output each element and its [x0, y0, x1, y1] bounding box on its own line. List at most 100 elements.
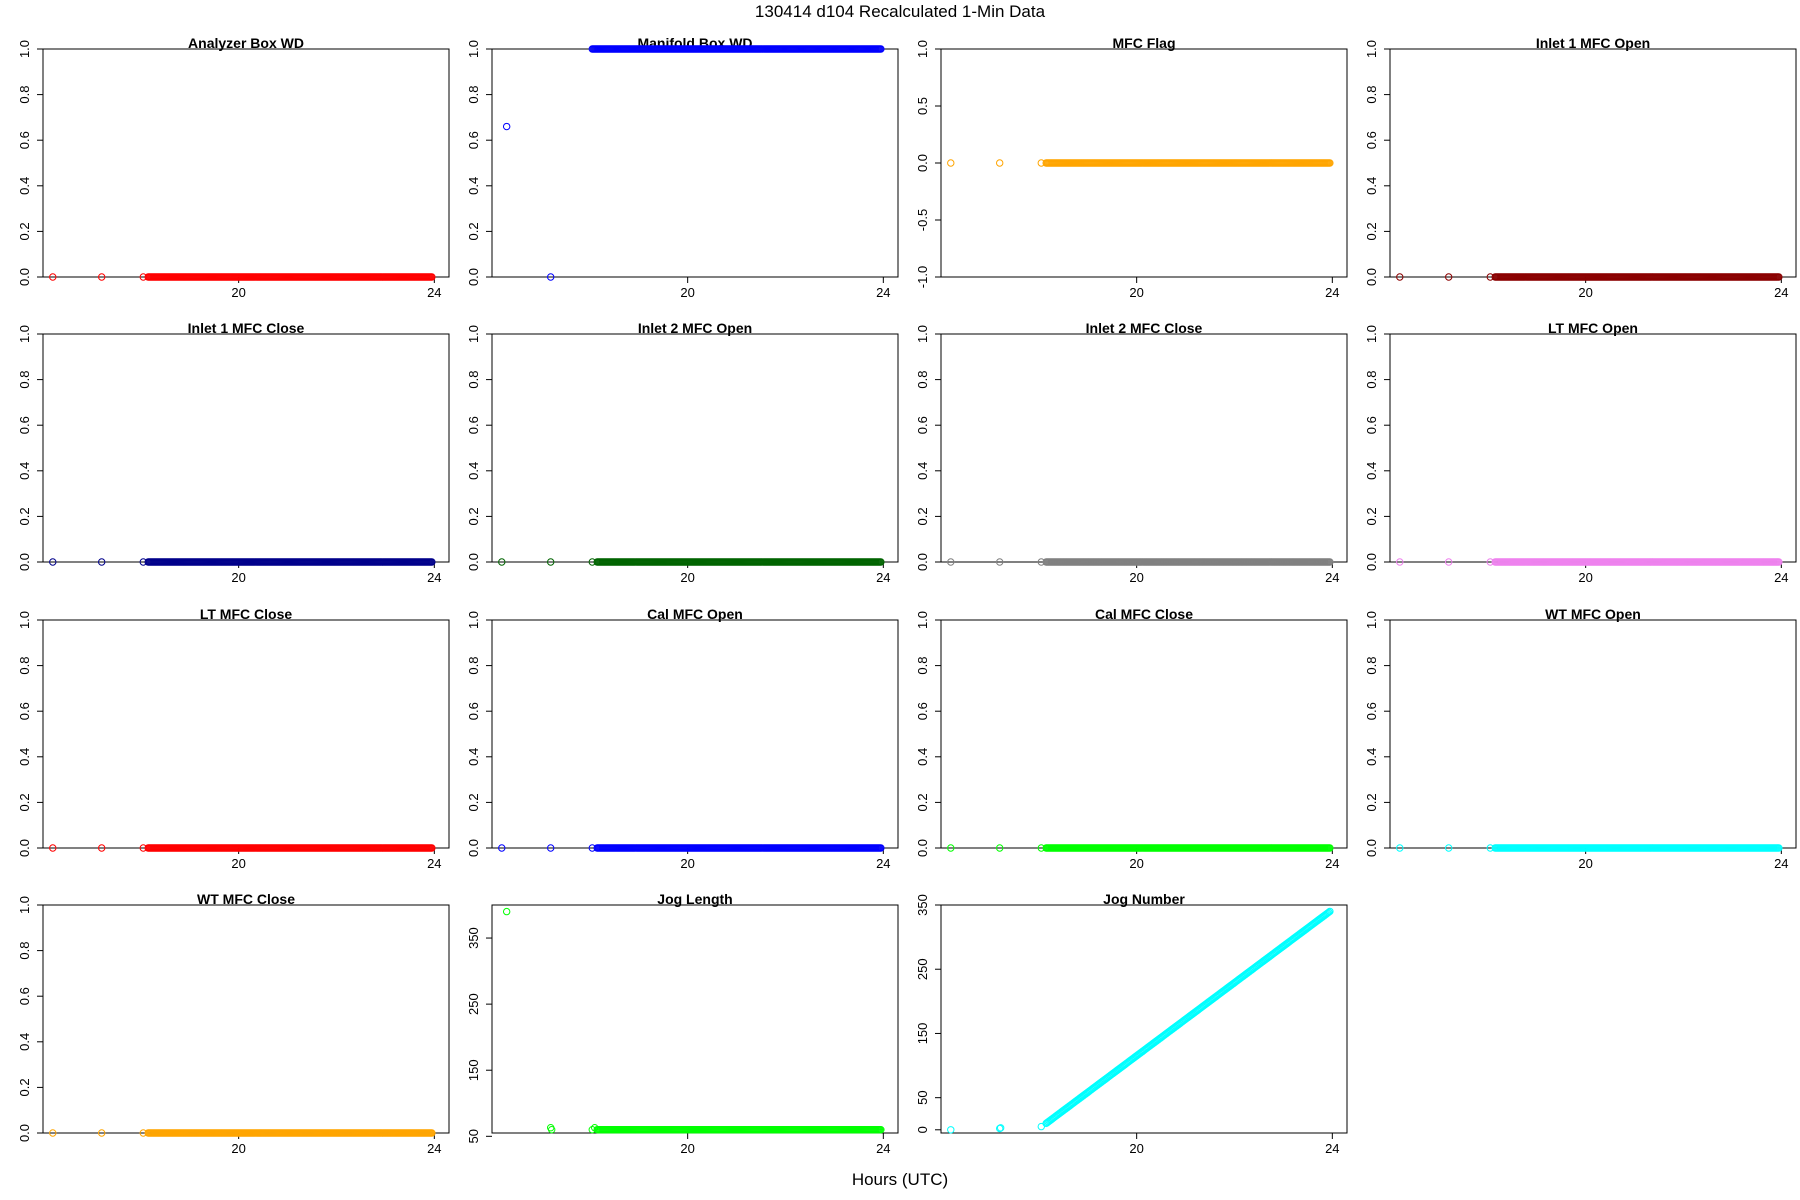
- x-tick-label: 20: [1129, 856, 1143, 871]
- y-tick-label: 1.0: [466, 40, 481, 58]
- panel-title: Inlet 2 MFC Open: [638, 320, 752, 336]
- plot-frame: [1389, 48, 1797, 278]
- y-tick-label: 1.0: [915, 325, 930, 343]
- data-point: [502, 122, 511, 131]
- data-point: [546, 844, 555, 852]
- panel-title: Inlet 1 MFC Open: [1536, 35, 1650, 51]
- data-point: [97, 558, 106, 566]
- panel-title: Jog Length: [657, 891, 732, 907]
- y-tick-label: 50: [466, 1129, 481, 1143]
- y-tick-label: 250: [466, 993, 481, 1015]
- x-tick-label: 20: [680, 285, 694, 300]
- y-tick-label: 1.0: [17, 896, 32, 914]
- panel-jog-number: Jog Number 0 50 150 250 350 20 24: [915, 891, 1348, 1156]
- y-tick-label: -1.0: [915, 266, 930, 288]
- data-point: [947, 159, 955, 167]
- y-tick-label: 0.4: [1364, 177, 1379, 195]
- y-tick-label: 0.0: [17, 268, 32, 286]
- data-point: [428, 558, 436, 566]
- y-tick-label: 0.4: [17, 462, 32, 480]
- y-tick-label: 1.0: [466, 325, 481, 343]
- plot-frame: [491, 619, 899, 849]
- data-point: [547, 1125, 556, 1134]
- data-point: [877, 558, 885, 566]
- data-point: [1444, 273, 1453, 281]
- panel-cal-mfc-open: Cal MFC Open 0.0 0.2 0.4 0.6 0.8 1.0 20 24: [466, 606, 899, 871]
- y-tick-label: 0.6: [466, 416, 481, 434]
- data-point: [49, 558, 57, 566]
- y-tick-label: 0.0: [915, 553, 930, 571]
- y-tick-label: 250: [915, 958, 930, 980]
- y-tick-label: 0.0: [915, 839, 930, 857]
- data-point: [1396, 273, 1404, 281]
- y-tick-label: 0.8: [17, 942, 32, 960]
- plot-frame: [940, 904, 1348, 1134]
- plot-frame: [1389, 333, 1797, 563]
- panel-title: WT MFC Open: [1545, 606, 1641, 622]
- y-tick-label: 0.2: [1364, 222, 1379, 240]
- y-tick-label: 0.8: [17, 371, 32, 389]
- y-tick-label: 0.4: [17, 748, 32, 766]
- y-tick-label: 0.2: [466, 793, 481, 811]
- y-tick-label: 0.0: [17, 839, 32, 857]
- panel-jog-length: Jog Length 50 150 250 350 20 24: [466, 891, 899, 1156]
- data-point: [546, 558, 555, 566]
- panel-wt-mfc-close: WT MFC Close 0.0 0.2 0.4 0.6 0.8 1.0 20 24: [17, 891, 450, 1156]
- data-point: [1775, 273, 1783, 281]
- y-tick-label: 0.2: [17, 507, 32, 525]
- panel-cal-mfc-close: Cal MFC Close 0.0 0.2 0.4 0.6 0.8 1.0 20 24: [915, 606, 1348, 871]
- plot-frame: [491, 333, 899, 563]
- x-tick-label: 24: [1774, 285, 1788, 300]
- x-tick-label: 24: [1325, 570, 1339, 585]
- plot-frame: [42, 619, 450, 849]
- data-point: [1396, 558, 1404, 566]
- panel-title: MFC Flag: [1113, 35, 1176, 51]
- y-tick-label: 0.0: [1364, 268, 1379, 286]
- x-tick-label: 20: [231, 856, 245, 871]
- y-tick-label: 0.4: [466, 748, 481, 766]
- panel-inlet-1-mfc-close: Inlet 1 MFC Close 0.0 0.2 0.4 0.6 0.8 1.0 20 24: [17, 320, 450, 585]
- data-point: [1326, 159, 1334, 167]
- x-tick-label: 24: [427, 285, 441, 300]
- y-tick-label: 1.0: [1364, 611, 1379, 629]
- y-tick-label: 0.4: [915, 462, 930, 480]
- y-tick-label: 0.6: [915, 416, 930, 434]
- x-tick-label: 24: [1774, 570, 1788, 585]
- data-point: [947, 1126, 955, 1134]
- data-point: [97, 273, 106, 281]
- y-tick-label: 50: [915, 1090, 930, 1104]
- data-point: [1775, 558, 1783, 566]
- y-tick-label: 0.4: [466, 462, 481, 480]
- figure-title: 130414 d104 Recalculated 1-Min Data: [754, 2, 1046, 21]
- panel-title: WT MFC Close: [197, 891, 295, 907]
- data-point: [502, 907, 511, 916]
- y-tick-label: 0.6: [466, 131, 481, 149]
- data-point: [428, 273, 436, 281]
- y-tick-label: 1.0: [1364, 40, 1379, 58]
- y-tick-label: 0.8: [466, 86, 481, 104]
- data-point: [49, 273, 57, 281]
- data-point: [546, 273, 555, 281]
- y-tick-label: 0.2: [17, 793, 32, 811]
- y-tick-label: 0.8: [1364, 86, 1379, 104]
- x-axis-title: Hours (UTC): [851, 1170, 949, 1189]
- panel-inlet-2-mfc-close: Inlet 2 MFC Close 0.0 0.2 0.4 0.6 0.8 1.0 20 24: [915, 320, 1348, 585]
- x-tick-label: 24: [427, 1141, 441, 1156]
- y-tick-label: 0.2: [466, 222, 481, 240]
- y-tick-label: 0.8: [17, 86, 32, 104]
- y-tick-label: 0.0: [466, 268, 481, 286]
- plot-frame: [940, 333, 1348, 563]
- panel-lt-mfc-close: LT MFC Close 0.0 0.2 0.4 0.6 0.8 1.0 20 24: [17, 606, 450, 871]
- y-tick-label: 0.6: [1364, 131, 1379, 149]
- data-point: [498, 844, 506, 852]
- panel-lt-mfc-open: LT MFC Open 0.0 0.2 0.4 0.6 0.8 1.0 20 24: [1364, 320, 1797, 585]
- data-point: [947, 558, 955, 566]
- y-tick-label: 1.0: [17, 40, 32, 58]
- x-tick-label: 24: [1325, 1141, 1339, 1156]
- y-tick-label: 0.2: [915, 793, 930, 811]
- x-tick-label: 20: [231, 1141, 245, 1156]
- x-tick-label: 24: [427, 570, 441, 585]
- x-tick-label: 24: [427, 856, 441, 871]
- y-tick-label: 0.0: [1364, 553, 1379, 571]
